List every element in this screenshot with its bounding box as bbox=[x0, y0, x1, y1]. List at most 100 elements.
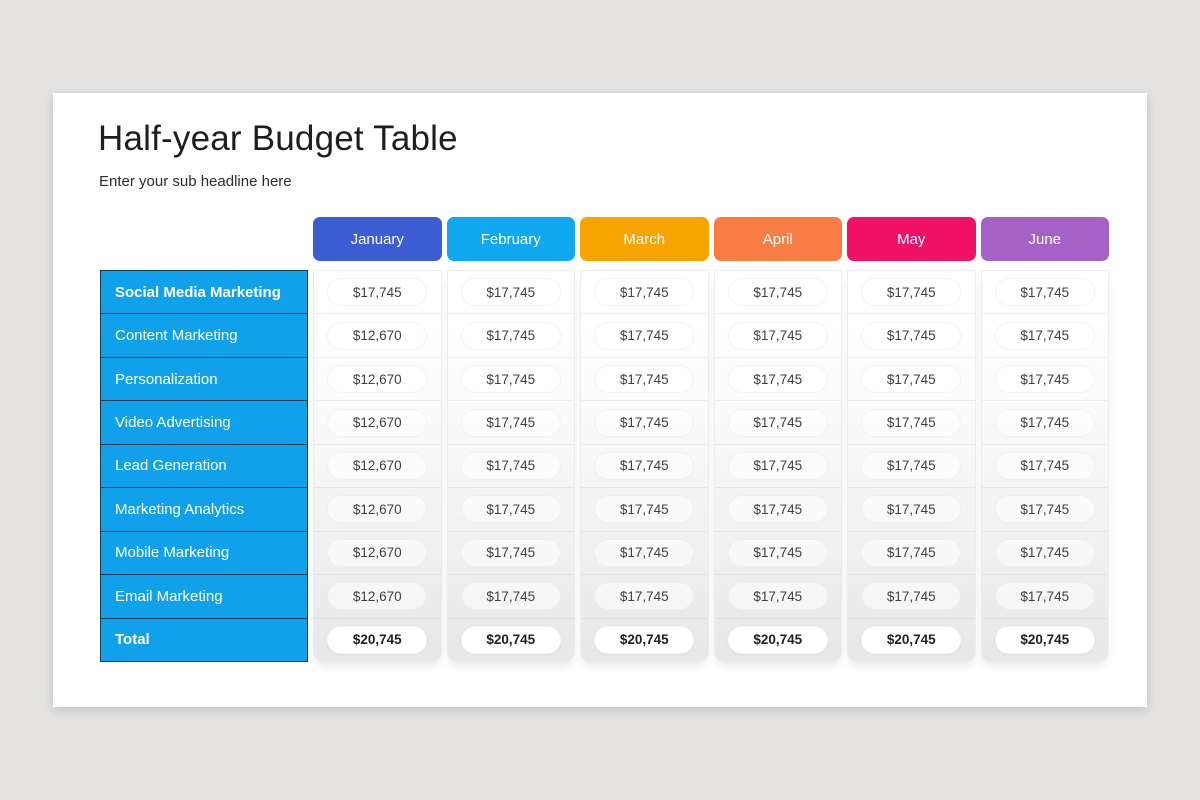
cell-value: $20,745 bbox=[861, 625, 962, 654]
cell-value: $17,745 bbox=[861, 278, 962, 307]
cell-value: $12,670 bbox=[327, 582, 428, 611]
table-cell: $17,745 bbox=[447, 488, 574, 532]
table-cell: $17,745 bbox=[848, 401, 975, 445]
row-label-email-marketing: Email Marketing bbox=[101, 575, 307, 619]
table-cell: $17,745 bbox=[981, 445, 1108, 489]
table-cell: $17,745 bbox=[981, 271, 1108, 315]
cell-value: $17,745 bbox=[727, 538, 828, 567]
table-cell: $17,745 bbox=[581, 575, 708, 619]
table-cell: $17,745 bbox=[314, 271, 441, 315]
data-column-june: $17,745 $17,745 $17,745 $17,745 $17,745 $17,7… bbox=[980, 270, 1109, 662]
cell-value: $12,670 bbox=[327, 321, 428, 350]
cell-value: $20,745 bbox=[594, 625, 695, 654]
cell-value: $17,745 bbox=[460, 538, 561, 567]
table-cell: $17,745 bbox=[581, 314, 708, 358]
month-header-april: April bbox=[713, 217, 842, 261]
cell-value: $17,745 bbox=[460, 451, 561, 480]
data-column-february: $17,745 $17,745 $17,745 $17,745 $17,745 $17,7… bbox=[446, 270, 575, 662]
table-cell: $12,670 bbox=[314, 314, 441, 358]
row-label-marketing-analytics: Marketing Analytics bbox=[101, 488, 307, 532]
cell-value: $12,670 bbox=[327, 495, 428, 524]
cell-value: $17,745 bbox=[727, 582, 828, 611]
cell-value: $17,745 bbox=[460, 365, 561, 394]
table-cell: $17,745 bbox=[447, 314, 574, 358]
cell-value: $17,745 bbox=[994, 495, 1095, 524]
row-label-lead-generation: Lead Generation bbox=[101, 445, 307, 489]
table-cell: $17,745 bbox=[714, 271, 841, 315]
month-header-june: June bbox=[980, 217, 1109, 261]
table-cell: $17,745 bbox=[714, 401, 841, 445]
row-label-total: Total bbox=[115, 631, 150, 649]
table-cell: $17,745 bbox=[581, 445, 708, 489]
cell-value: $17,745 bbox=[994, 451, 1095, 480]
row-label-mobile-marketing: Mobile Marketing bbox=[101, 532, 307, 576]
cell-value: $17,745 bbox=[994, 538, 1095, 567]
cell-value: $17,745 bbox=[594, 495, 695, 524]
cell-value: $17,745 bbox=[594, 278, 695, 307]
cell-value: $17,745 bbox=[994, 365, 1095, 394]
cell-value: $12,670 bbox=[327, 538, 428, 567]
cell-value: $17,745 bbox=[460, 495, 561, 524]
table-cell: $17,745 bbox=[981, 358, 1108, 402]
table-cell: $17,745 bbox=[848, 488, 975, 532]
cell-value: $17,745 bbox=[594, 408, 695, 437]
table-cell: $17,745 bbox=[581, 401, 708, 445]
table-cell: $17,745 bbox=[714, 314, 841, 358]
cell-value: $17,745 bbox=[861, 538, 962, 567]
cell-value: $17,745 bbox=[727, 495, 828, 524]
page-subtitle: Enter your sub headline here bbox=[99, 173, 292, 190]
cell-value: $12,670 bbox=[327, 408, 428, 437]
table-cell: $17,745 bbox=[581, 358, 708, 402]
cell-value: $17,745 bbox=[460, 582, 561, 611]
table-cell: $17,745 bbox=[714, 488, 841, 532]
table-cell: $17,745 bbox=[981, 401, 1108, 445]
table-cell: $12,670 bbox=[314, 575, 441, 619]
table-cell: $17,745 bbox=[848, 575, 975, 619]
table-cell: $12,670 bbox=[314, 358, 441, 402]
table-cell: $17,745 bbox=[981, 575, 1108, 619]
table-cell: $20,745 bbox=[314, 619, 441, 661]
table-cell: $12,670 bbox=[314, 445, 441, 489]
table-cell: $20,745 bbox=[448, 619, 575, 661]
cell-value: $17,745 bbox=[861, 321, 962, 350]
table-cell: $17,745 bbox=[447, 271, 574, 315]
table-cell: $17,745 bbox=[981, 488, 1108, 532]
month-header-may: May bbox=[847, 217, 976, 261]
row-label-video-advertising: Video Advertising bbox=[101, 401, 307, 445]
table-cell: $20,745 bbox=[982, 619, 1109, 661]
row-label-personalization: Personalization bbox=[101, 358, 307, 402]
table-cell: $12,670 bbox=[314, 532, 441, 576]
table-cell: $17,745 bbox=[581, 532, 708, 576]
cell-value: $17,745 bbox=[727, 365, 828, 394]
cell-value: $17,745 bbox=[861, 365, 962, 394]
cell-value: $20,745 bbox=[327, 625, 428, 654]
cell-value: $17,745 bbox=[594, 321, 695, 350]
cell-value: $17,745 bbox=[727, 321, 828, 350]
cell-value: $17,745 bbox=[727, 278, 828, 307]
cell-value: $17,745 bbox=[594, 582, 695, 611]
cell-value: $17,745 bbox=[727, 408, 828, 437]
table-cell: $17,745 bbox=[848, 271, 975, 315]
data-column-january: $17,745 $12,670 $12,670 $12,670 $12,670 $12,6… bbox=[313, 270, 442, 662]
data-column-may: $17,745 $17,745 $17,745 $17,745 $17,745 $17,7… bbox=[847, 270, 976, 662]
cell-value: $17,745 bbox=[861, 582, 962, 611]
cell-value: $17,745 bbox=[327, 278, 428, 307]
cell-value: $20,745 bbox=[727, 625, 828, 654]
table-cell: $17,745 bbox=[447, 532, 574, 576]
cell-value: $12,670 bbox=[327, 365, 428, 394]
table-cell: $17,745 bbox=[848, 445, 975, 489]
table-cell: $17,745 bbox=[981, 532, 1108, 576]
cell-value: $17,745 bbox=[460, 278, 561, 307]
table-cell: $17,745 bbox=[714, 532, 841, 576]
table-cell: $20,745 bbox=[715, 619, 842, 661]
table-cell: $17,745 bbox=[848, 358, 975, 402]
table-cell: $17,745 bbox=[447, 575, 574, 619]
table-cell: $12,670 bbox=[314, 401, 441, 445]
cell-value: $17,745 bbox=[861, 495, 962, 524]
row-label-social-media-marketing: Social Media Marketing bbox=[101, 271, 307, 315]
table-cell: $17,745 bbox=[447, 445, 574, 489]
table-cell: $17,745 bbox=[714, 358, 841, 402]
table-cell: $17,745 bbox=[848, 314, 975, 358]
table-cell: $17,745 bbox=[848, 532, 975, 576]
month-header-row: January February March April May June bbox=[313, 217, 1110, 261]
